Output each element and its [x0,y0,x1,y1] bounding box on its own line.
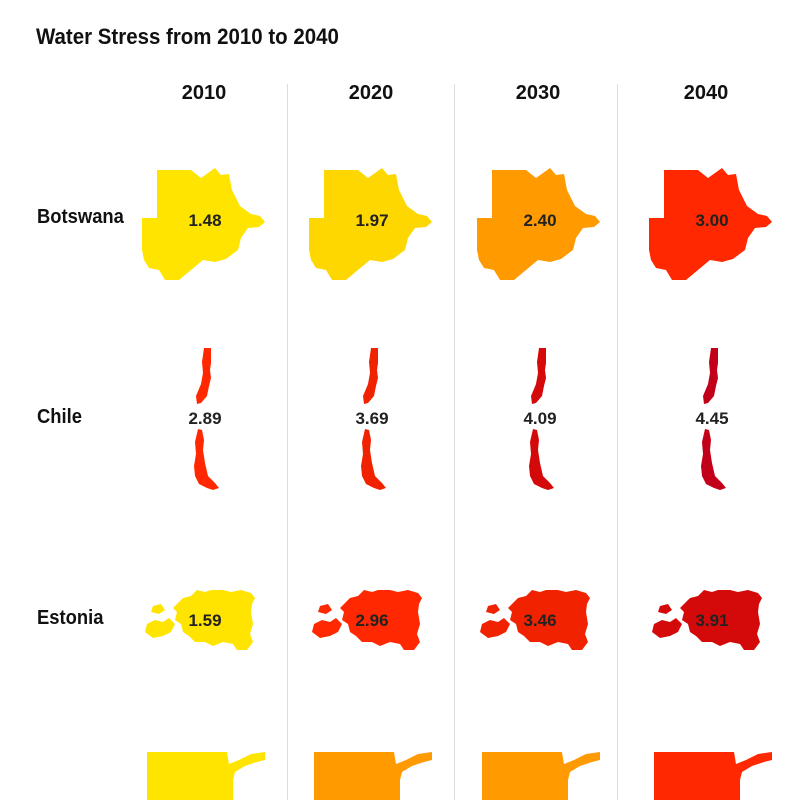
value-label: 2.40 [523,211,556,230]
country-shape-partial-row [482,752,600,800]
column-divider [287,84,288,800]
value-label: 3.69 [355,409,388,428]
country-shape-chile [531,348,546,404]
map-cell-partial-row-2030 [482,752,600,800]
value-label: 2.89 [188,409,221,428]
country-shape-estonia [480,618,510,638]
country-shape-botswana [142,168,265,280]
map-cell-estonia-2040: 3.91 [652,590,762,650]
country-shape-estonia [173,590,255,650]
map-cell-chile-2020: 3.69 [355,348,389,490]
country-shape-estonia [312,618,342,638]
map-cell-chile-2010: 2.89 [188,348,222,490]
map-cell-partial-row-2010 [147,752,265,800]
column-divider [454,84,455,800]
column-header-2010: 2010 [181,82,227,104]
country-shape-partial-row [654,752,772,800]
map-cell-estonia-2010: 1.59 [145,590,255,650]
country-shape-botswana [649,168,772,280]
country-shape-chile [701,429,726,490]
map-cell-chile-2040: 4.45 [695,348,729,490]
column-header-2020: 2020 [348,82,394,104]
country-shape-estonia [486,604,500,614]
map-cell-chile-2030: 4.09 [523,348,557,490]
value-label: 1.59 [188,611,221,630]
row-label-chile: Chile [37,406,82,428]
value-label: 4.45 [695,409,728,428]
country-shape-estonia [680,590,762,650]
country-shape-chile [703,348,718,404]
row-label-estonia: Estonia [37,607,104,629]
country-shape-estonia [658,604,672,614]
chart-title: Water Stress from 2010 to 2040 [36,24,339,49]
map-cell-estonia-2020: 2.96 [312,590,422,650]
value-label: 3.00 [695,211,728,230]
column-header-2040: 2040 [683,82,729,104]
value-label: 1.97 [355,211,388,230]
country-shape-chile [196,348,211,404]
map-cell-botswana-2030: 2.40 [477,168,600,280]
value-label: 2.96 [355,611,388,630]
map-cell-estonia-2030: 3.46 [480,590,590,650]
row-label-botswana: Botswana [37,206,124,228]
map-cell-botswana-2040: 3.00 [649,168,772,280]
country-shape-estonia [508,590,590,650]
map-cell-botswana-2010: 1.48 [142,168,265,280]
column-divider [617,84,618,800]
country-shape-botswana [309,168,432,280]
value-label: 4.09 [523,409,556,428]
country-shape-chile [363,348,378,404]
country-shape-chile [529,429,554,490]
country-shape-estonia [151,604,165,614]
map-cell-botswana-2020: 1.97 [309,168,432,280]
value-label: 1.48 [188,211,221,230]
country-shape-partial-row [314,752,432,800]
column-header-2030: 2030 [515,82,561,104]
map-cell-partial-row-2020 [314,752,432,800]
value-label: 3.46 [523,611,556,630]
country-shape-estonia [318,604,332,614]
country-shape-chile [361,429,386,490]
country-shape-estonia [145,618,175,638]
country-shape-estonia [340,590,422,650]
country-shape-chile [194,429,219,490]
country-shape-botswana [477,168,600,280]
country-shape-estonia [652,618,682,638]
country-shape-partial-row [147,752,265,800]
value-label: 3.91 [695,611,728,630]
map-cell-partial-row-2040 [654,752,772,800]
